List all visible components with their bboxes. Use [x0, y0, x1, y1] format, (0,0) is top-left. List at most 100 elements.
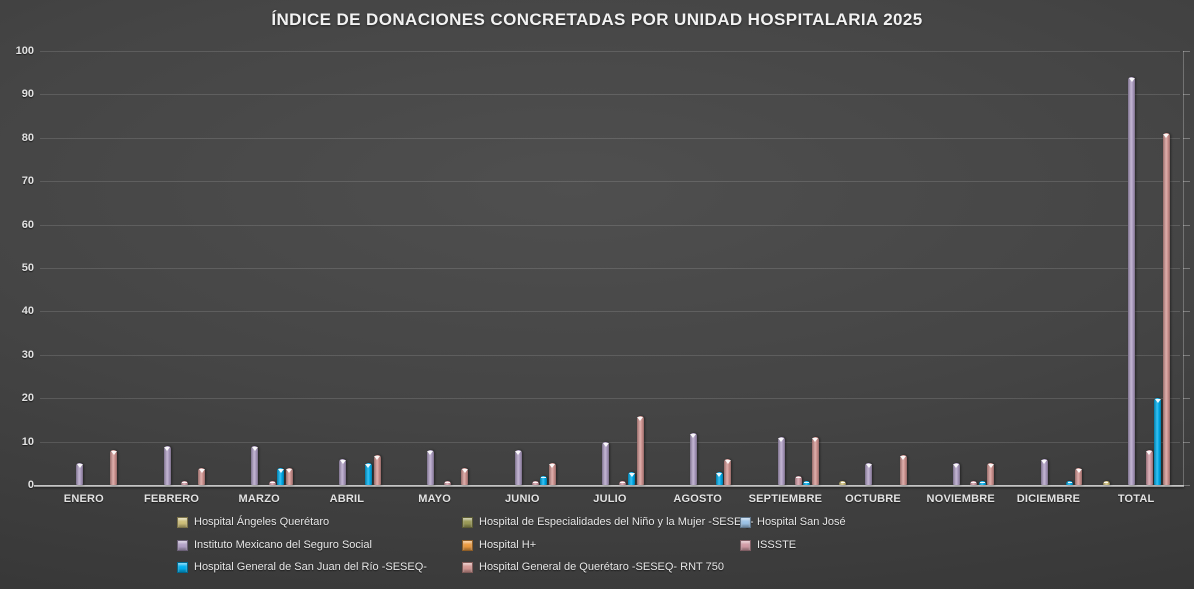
gridline	[40, 181, 1180, 183]
bar-gloss-highlight	[461, 468, 468, 473]
bar-hospital-general-de-san-juan-del-r-o-seseq	[540, 476, 548, 485]
bar-gloss-highlight	[1067, 481, 1073, 483]
legend-label: Hospital de Especialidades del Niño y la…	[479, 516, 754, 528]
gridline	[40, 398, 1180, 400]
right-axis-tick	[1183, 51, 1190, 52]
x-axis-category-label: OCTUBRE	[845, 493, 901, 505]
bar-gloss-highlight	[1128, 78, 1135, 83]
legend-swatch-icon	[177, 516, 188, 528]
bar-gloss-highlight	[637, 416, 644, 421]
legend-label: Hospital General de San Juan del Río -SE…	[194, 561, 427, 573]
x-axis-category-label: ABRIL	[329, 493, 365, 505]
legend-item: Hospital H+	[462, 539, 536, 551]
right-axis-tick	[1183, 398, 1190, 400]
bar-instituto-mexicano-del-seguro-social	[952, 463, 960, 485]
x-axis-category-label: MARZO	[238, 493, 280, 505]
bar-issste	[444, 480, 451, 485]
bar-gloss-highlight	[812, 438, 819, 443]
bar-gloss-highlight	[900, 455, 907, 460]
bar-gloss-highlight	[987, 464, 994, 469]
bar-gloss-highlight	[286, 468, 293, 473]
right-axis-tick	[1183, 137, 1190, 139]
bar-issste	[619, 480, 627, 485]
legend-label: Hospital General de Querétaro -SESEQ- RN…	[479, 561, 724, 573]
bar-gloss-highlight	[620, 481, 626, 483]
gridline	[40, 311, 1180, 313]
bar-instituto-mexicano-del-seguro-social	[777, 437, 785, 485]
legend-item: Hospital General de San Juan del Río -SE…	[177, 561, 427, 573]
legend-item: Hospital San José	[740, 516, 846, 528]
bar-gloss-highlight	[164, 446, 171, 451]
gridline	[40, 51, 1180, 52]
bar-hospital-general-de-quer-taro-seseq-rnt-750	[899, 454, 907, 485]
bar-instituto-mexicano-del-seguro-social	[339, 458, 347, 485]
y-axis-tick-label: 0	[27, 479, 34, 491]
gridline	[40, 224, 1180, 226]
bar-hospital-general-de-san-juan-del-r-o-seseq	[1066, 480, 1074, 485]
gridline	[40, 441, 1180, 443]
right-axis-tick	[1183, 441, 1190, 443]
legend-label: Hospital Ángeles Querétaro	[194, 516, 330, 528]
bar-instituto-mexicano-del-seguro-social	[514, 450, 522, 485]
bar-hospital-general-de-san-juan-del-r-o-seseq	[628, 471, 635, 485]
bar-gloss-highlight	[865, 464, 872, 469]
bar-gloss-highlight	[795, 477, 801, 479]
bar-gloss-highlight	[251, 446, 258, 451]
legend-swatch-icon	[177, 539, 188, 551]
bar-gloss-highlight	[1041, 459, 1048, 464]
right-axis-tick	[1183, 181, 1190, 183]
x-axis-category-label: NOVIEMBRE	[926, 493, 995, 505]
bar-hospital-general-de-san-juan-del-r-o-seseq	[277, 467, 285, 485]
bar-issste	[531, 480, 539, 485]
y-axis-tick-label: 90	[21, 88, 34, 101]
x-axis-line	[34, 485, 1184, 487]
bar-gloss-highlight	[602, 442, 609, 447]
legend-label: ISSSTE	[757, 539, 797, 551]
bar-gloss-highlight	[181, 481, 187, 483]
legend-swatch-icon	[740, 516, 751, 528]
bar-gloss-highlight	[198, 468, 205, 473]
y-axis-tick-label: 100	[15, 45, 34, 57]
bar-instituto-mexicano-del-seguro-social	[426, 450, 434, 485]
bar-gloss-highlight	[339, 459, 346, 464]
bar-issste	[268, 480, 276, 485]
bar-issste	[180, 480, 188, 485]
bar-gloss-highlight	[690, 433, 697, 438]
y-axis-tick-label: 30	[21, 348, 34, 361]
bar-gloss-highlight	[532, 481, 538, 483]
bar-hospital-general-de-quer-taro-seseq-rnt-750	[1075, 467, 1083, 485]
y-axis-tick-label: 40	[21, 305, 34, 318]
bar-gloss-highlight	[840, 481, 846, 483]
legend-swatch-icon	[462, 539, 473, 551]
bar-gloss-highlight	[953, 464, 960, 469]
gridline	[40, 268, 1180, 269]
bar-hospital-general-de-san-juan-del-r-o-seseq	[364, 463, 372, 485]
bar-gloss-highlight	[1075, 468, 1082, 473]
bar-gloss-highlight	[804, 481, 810, 483]
bar-hospital-general-de-quer-taro-seseq-rnt-750	[987, 463, 995, 485]
x-axis-category-label: SEPTIEMBRE	[748, 493, 823, 505]
y-axis-tick-label: 50	[21, 262, 34, 274]
chart-title: ÍNDICE DE DONACIONES CONCRETADAS POR UNI…	[271, 10, 923, 29]
bar-gloss-highlight	[515, 451, 521, 456]
legend-label: Instituto Mexicano del Seguro Social	[194, 539, 372, 551]
x-axis-category-label: FEBRERO	[143, 493, 200, 505]
bar-hospital-general-de-quer-taro-seseq-rnt-750	[110, 450, 118, 485]
bar-issste	[970, 480, 978, 485]
bar-hospital-general-de-quer-taro-seseq-rnt-750	[811, 437, 819, 485]
bar-gloss-highlight	[724, 459, 731, 464]
bar-gloss-highlight	[628, 472, 635, 477]
bar-gloss-highlight	[445, 481, 450, 483]
legend-swatch-icon	[740, 539, 751, 551]
bar-gloss-highlight	[1103, 481, 1109, 483]
right-axis-tick	[1183, 94, 1190, 96]
legend-item: Hospital General de Querétaro -SESEQ- RN…	[462, 561, 724, 573]
legend-label: Hospital San José	[757, 516, 846, 528]
bar-gloss-highlight	[110, 451, 117, 456]
bar-hospital-general-de-quer-taro-seseq-rnt-750	[636, 415, 644, 485]
bar-gloss-highlight	[549, 464, 556, 469]
bar-hospital-general-de-quer-taro-seseq-rnt-750	[1162, 133, 1170, 485]
bar-hospital-ngeles-quer-taro	[839, 480, 847, 485]
legend-swatch-icon	[177, 561, 188, 573]
